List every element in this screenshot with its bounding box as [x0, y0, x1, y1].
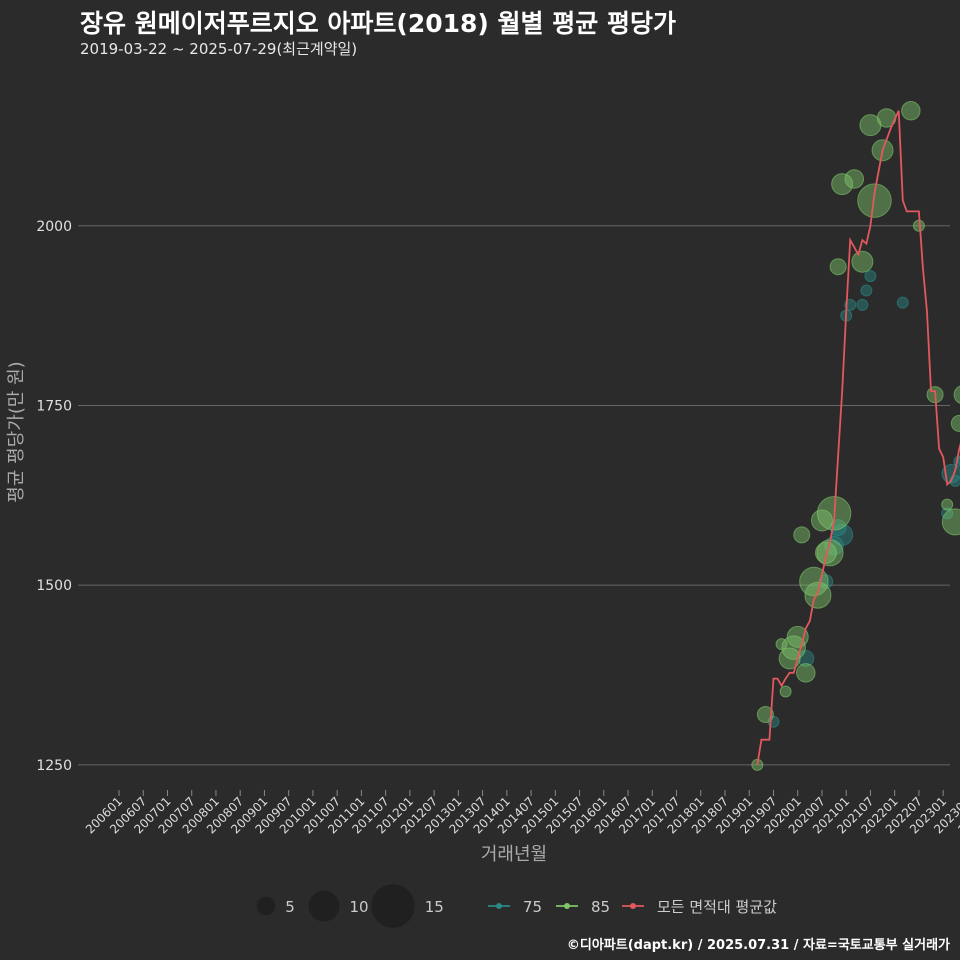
series-85-points — [751, 101, 960, 771]
data-point — [793, 526, 811, 544]
series-legend-dot — [630, 903, 636, 909]
data-point — [860, 284, 873, 297]
y-axis-ticks: 1250 1500 1750 2000 — [36, 219, 72, 774]
series-legend-dot — [496, 903, 502, 909]
y-tick-label: 2000 — [36, 219, 72, 235]
data-point — [901, 101, 921, 121]
size-legend-label: 15 — [425, 898, 444, 916]
x-axis-label: 거래년월 — [481, 844, 547, 865]
average-line — [756, 110, 960, 765]
data-point — [779, 685, 792, 698]
data-point — [896, 296, 909, 309]
x-axis-ticks: 2006012006072007012007072008012008072009… — [83, 790, 960, 837]
size-legend-circle — [308, 890, 340, 922]
data-point — [941, 498, 954, 511]
data-point — [796, 663, 816, 683]
size-legend-label: 5 — [285, 898, 295, 916]
data-point — [851, 250, 874, 273]
data-point — [856, 298, 869, 311]
data-point — [831, 173, 854, 196]
data-point — [941, 508, 960, 536]
source-caption: ©디아파트(dapt.kr) / 2025.07.31 / 자료=국토교통부 실… — [566, 938, 950, 953]
chart-title: 장유 원메이저푸르지오 아파트(2018) 월별 평균 평당가 — [80, 9, 676, 38]
series-legend-label: 모든 면적대 평균값 — [657, 898, 777, 916]
y-tick-label: 1500 — [36, 578, 72, 594]
data-point — [953, 385, 960, 404]
series-legend-label: 85 — [591, 898, 610, 916]
series-legend-dot — [564, 903, 570, 909]
y-tick-label: 1750 — [36, 398, 72, 414]
data-point — [950, 414, 960, 432]
size-legend-circle — [371, 884, 415, 928]
data-point — [810, 509, 833, 532]
size-legend-circle — [256, 896, 276, 916]
grid-lines — [78, 225, 950, 766]
legend: 5 10 15 75 85 모든 면적대 평균값 — [256, 884, 777, 928]
data-point — [804, 581, 832, 609]
data-point — [844, 169, 865, 189]
series-legend-label: 75 — [523, 898, 542, 916]
data-point — [829, 258, 847, 276]
y-tick-label: 1250 — [36, 758, 72, 774]
data-point — [864, 270, 877, 283]
chart-subtitle: 2019-03-22 ~ 2025-07-29(최근계약일) — [80, 40, 358, 58]
average-line-group — [756, 110, 960, 765]
data-point — [756, 706, 774, 724]
data-point — [815, 541, 837, 564]
size-legend-label: 10 — [350, 898, 369, 916]
y-axis-label: 평균 평당가(만 원) — [6, 361, 27, 502]
